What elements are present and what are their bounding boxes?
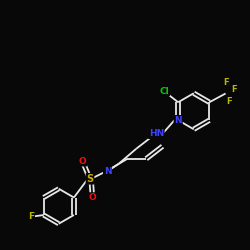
Text: F: F [28, 212, 34, 221]
Text: N: N [104, 167, 111, 176]
Text: Cl: Cl [160, 86, 169, 96]
Text: HN: HN [148, 129, 164, 138]
Text: F: F [226, 96, 232, 106]
Text: S: S [86, 174, 94, 184]
Text: F: F [223, 78, 228, 87]
Text: O: O [78, 157, 86, 166]
Text: F: F [232, 85, 237, 94]
Text: O: O [88, 193, 96, 202]
Text: N: N [174, 116, 182, 125]
